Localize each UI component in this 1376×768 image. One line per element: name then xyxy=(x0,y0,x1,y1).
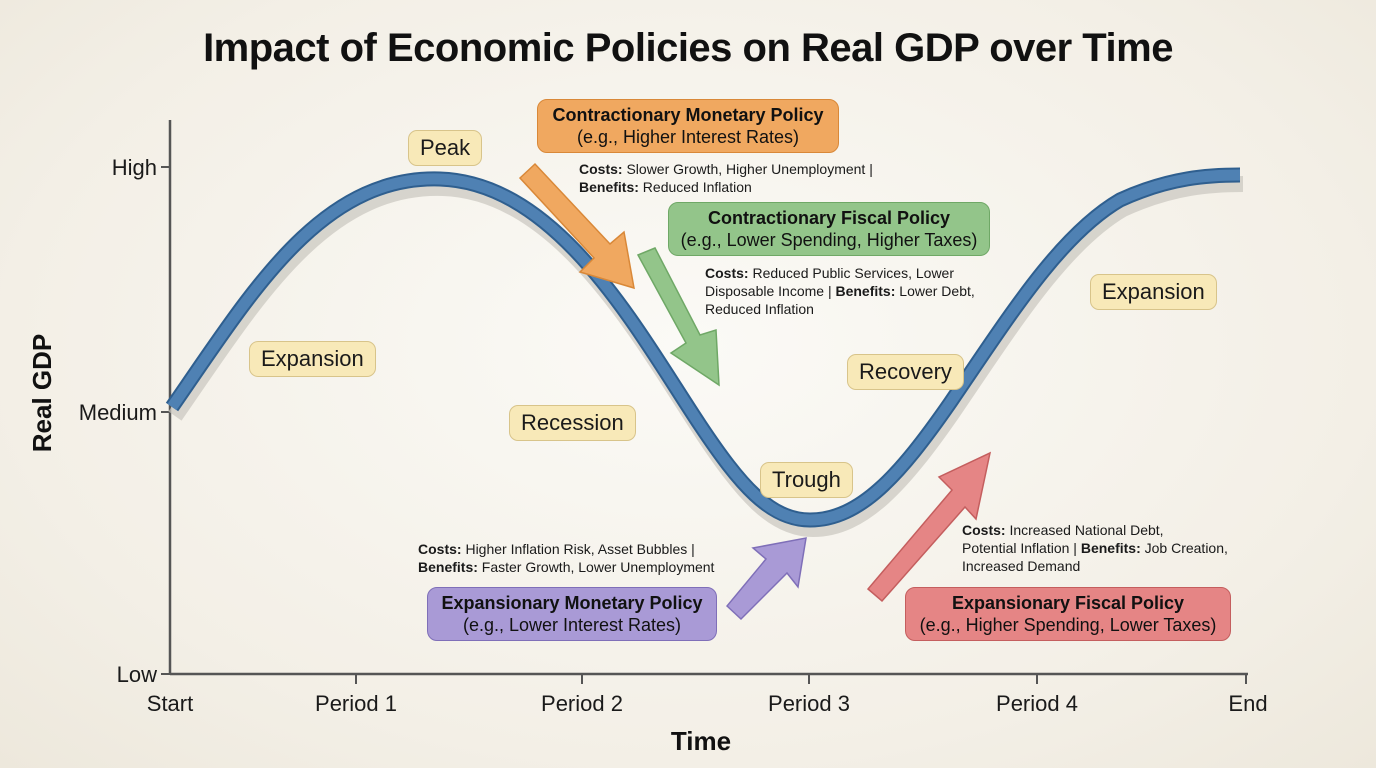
policy-example: (e.g., Lower Spending, Higher Taxes) xyxy=(680,230,978,250)
expansionary-fiscal-arrow-icon xyxy=(866,451,992,603)
x-axis-title: Time xyxy=(671,726,731,756)
x-tick-period-3: Period 3 xyxy=(768,691,850,716)
expansionary-fiscal-policy-box: Expansionary Fiscal Policy (e.g., Higher… xyxy=(905,587,1231,641)
x-tick-period-4: Period 4 xyxy=(996,691,1078,716)
y-tick-medium: Medium xyxy=(79,400,157,425)
contractionary-fiscal-policy-box: Contractionary Fiscal Policy (e.g., Lowe… xyxy=(668,202,990,256)
policy-example: (e.g., Lower Interest Rates) xyxy=(462,615,682,635)
expansionary-monetary-costs-benefits: Costs: Higher Inflation Risk, Asset Bubb… xyxy=(418,541,715,575)
policy-example: (e.g., Higher Spending, Lower Taxes) xyxy=(919,615,1217,635)
expansionary-monetary-policy-box: Expansionary Monetary Policy (e.g., Lowe… xyxy=(427,587,717,641)
phase-label-expansion-2: Expansion xyxy=(1090,274,1217,310)
policy-example: (e.g., Higher Interest Rates) xyxy=(576,127,800,147)
y-axis-title: Real GDP xyxy=(27,334,57,453)
axes: High Medium Low Start Period 1 Period 2 … xyxy=(27,120,1268,756)
contractionary-monetary-arrow-icon xyxy=(518,162,635,290)
x-tick-period-1: Period 1 xyxy=(315,691,397,716)
phase-label-trough: Trough xyxy=(760,462,853,498)
policy-name: Contractionary Monetary Policy xyxy=(552,105,824,125)
expansionary-fiscal-costs-benefits: Costs: Increased National Debt, Potentia… xyxy=(962,522,1228,574)
policy-name: Contractionary Fiscal Policy xyxy=(707,208,951,228)
x-tick-start: Start xyxy=(147,691,193,716)
x-tick-end: End xyxy=(1228,691,1267,716)
phase-label-recovery: Recovery xyxy=(847,354,964,390)
expansionary-monetary-arrow-icon xyxy=(725,537,807,621)
contractionary-fiscal-arrow-icon xyxy=(636,247,720,387)
phase-label-expansion-1: Expansion xyxy=(249,341,376,377)
contractionary-fiscal-costs-benefits: Costs: Reduced Public Services, Lower Di… xyxy=(705,265,975,317)
chart-title: Impact of Economic Policies on Real GDP … xyxy=(203,26,1173,70)
x-tick-period-2: Period 2 xyxy=(541,691,623,716)
policy-name: Expansionary Fiscal Policy xyxy=(951,593,1185,613)
phase-label-recession: Recession xyxy=(509,405,636,441)
contractionary-monetary-policy-box: Contractionary Monetary Policy (e.g., Hi… xyxy=(537,99,839,153)
gdp-curve xyxy=(167,169,1241,526)
y-tick-low: Low xyxy=(117,662,157,687)
phase-label-peak: Peak xyxy=(408,130,483,166)
policy-name: Expansionary Monetary Policy xyxy=(441,593,703,613)
y-tick-high: High xyxy=(112,155,157,180)
contractionary-monetary-costs-benefits: Costs: Slower Growth, Higher Unemploymen… xyxy=(579,161,873,195)
